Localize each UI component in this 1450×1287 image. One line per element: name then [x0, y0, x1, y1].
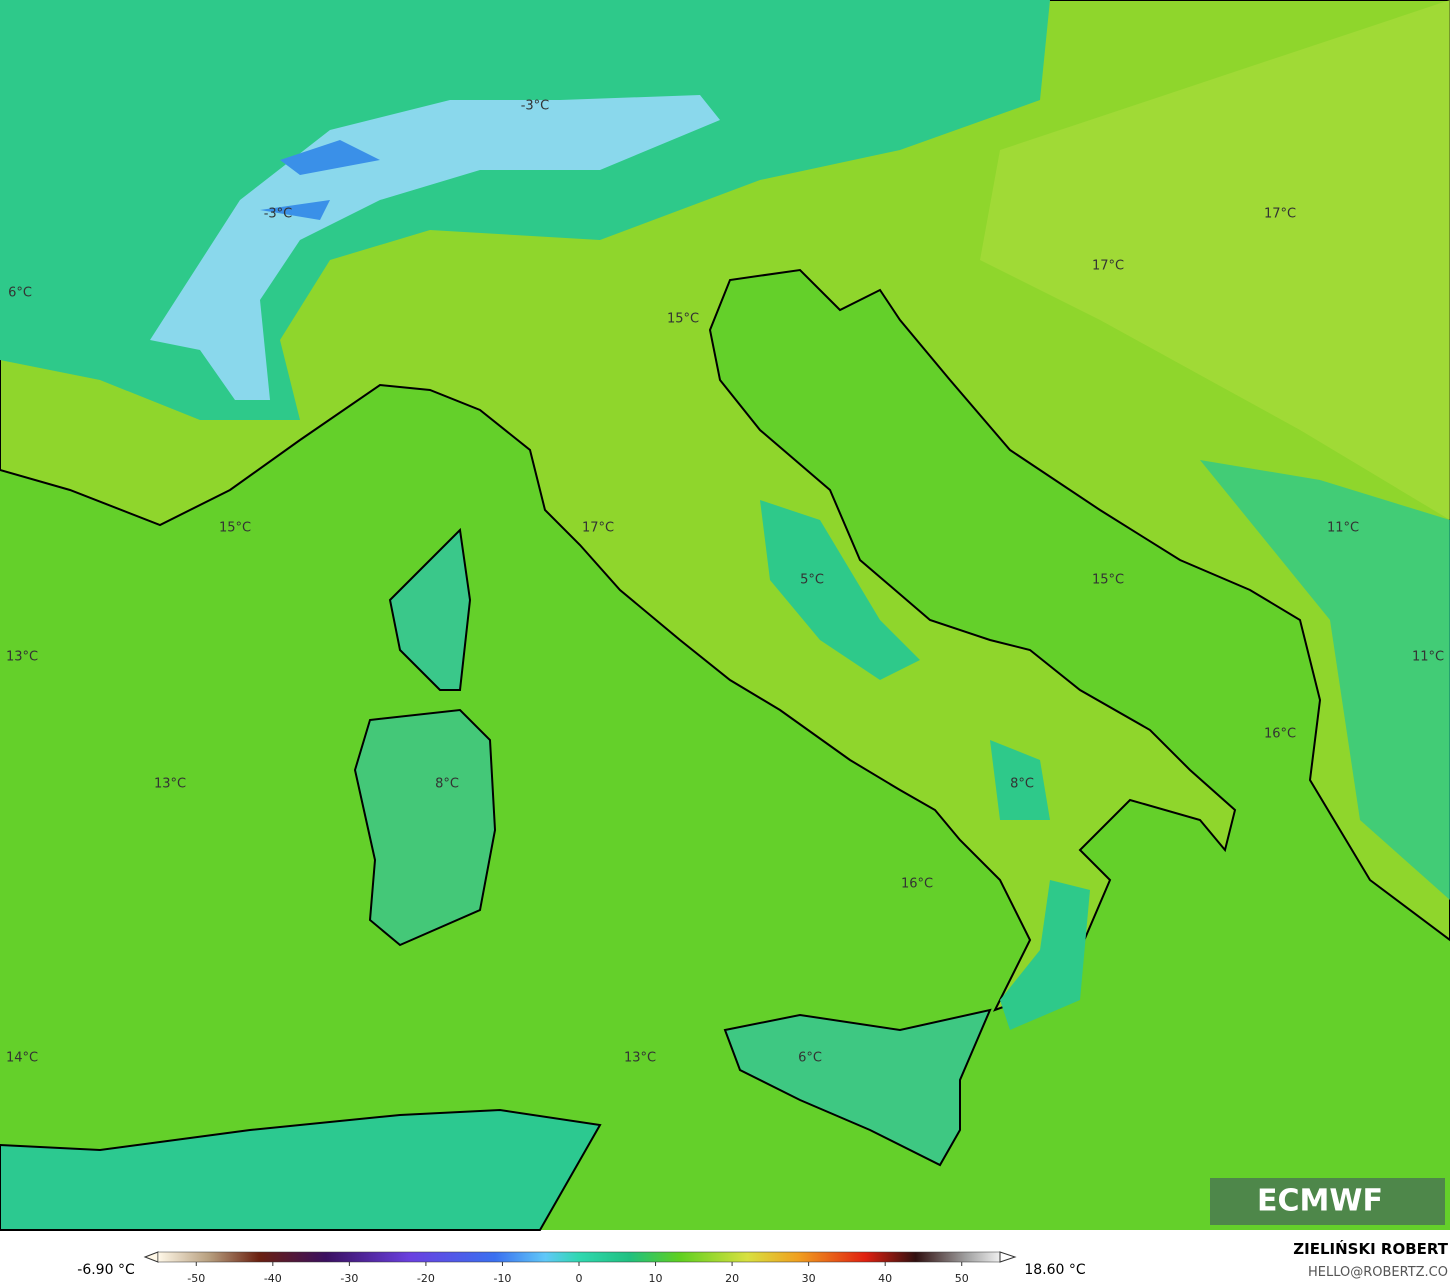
- colorbar-tick-label: 20: [725, 1272, 739, 1285]
- temperature-label: -3°C: [264, 207, 293, 222]
- colorbar-tick-label: 10: [649, 1272, 663, 1285]
- author: ZIELIŃSKI ROBERT: [1293, 1239, 1448, 1258]
- temperature-label: 15°C: [219, 521, 251, 536]
- temperature-label: 17°C: [582, 521, 614, 536]
- temperature-label: 6°C: [8, 286, 32, 301]
- alps-coldest: [260, 140, 380, 220]
- colorbar-tick-label: -40: [264, 1272, 282, 1285]
- colorbar-tick-label: 30: [802, 1272, 816, 1285]
- logo: ECMWF: [1257, 1184, 1383, 1219]
- corsica: [388, 527, 472, 691]
- alps-cold-zone: [0, 0, 1050, 420]
- sicily: [723, 1008, 992, 1167]
- colorbar-low-arrow: [143, 1251, 159, 1263]
- colorbar-tick-label: -20: [417, 1272, 435, 1285]
- temperature-label: 17°C: [1092, 259, 1124, 274]
- temperature-label: 6°C: [798, 1051, 822, 1066]
- contact: HELLO@ROBERTZ.CO: [1308, 1265, 1448, 1280]
- max-label: 18.60 °C: [1024, 1262, 1086, 1278]
- colorbar-tick-label: 0: [576, 1272, 583, 1285]
- colorbar-tick-label: -30: [340, 1272, 358, 1285]
- temperature-label: 11°C: [1412, 650, 1444, 665]
- logo-box: [1210, 1178, 1445, 1225]
- map: ECMWF: [0, 0, 1450, 1231]
- north-africa: [0, 1108, 602, 1231]
- temperature-label: 5°C: [800, 573, 824, 588]
- temperature-label: 14°C: [6, 1051, 38, 1066]
- temperature-label: 16°C: [1264, 727, 1296, 742]
- colorbar-tick-label: -50: [187, 1272, 205, 1285]
- min-label: -6.90 °C: [77, 1262, 135, 1278]
- temperature-label: 11°C: [1327, 521, 1359, 536]
- colorbar-tick-label: 50: [955, 1272, 969, 1285]
- balkans-cold: [1200, 460, 1450, 900]
- map-labels: -3°C -3°C 6°C 15°C 17°C 17°C 15°C 17°C 15°C 5°C 11…: [6, 99, 1444, 1066]
- colorbar-bar: [157, 1251, 1001, 1263]
- temperature-label: 8°C: [1010, 777, 1034, 792]
- colorbar-tick-label: 40: [878, 1272, 892, 1285]
- temperature-label: 15°C: [667, 312, 699, 327]
- temperature-label: 15°C: [1092, 573, 1124, 588]
- colorbar-tick-label: -10: [493, 1272, 511, 1285]
- temperature-label: 8°C: [435, 777, 459, 792]
- balkans-warm: [980, 0, 1450, 520]
- temperature-label: 16°C: [901, 877, 933, 892]
- alps-freezing-zone: [150, 95, 720, 400]
- temperature-label: 13°C: [6, 650, 38, 665]
- colorbar-high-arrow: [999, 1251, 1017, 1263]
- temperature-label: 17°C: [1264, 207, 1296, 222]
- temperature-label: 13°C: [624, 1051, 656, 1066]
- sardinia: [353, 708, 497, 947]
- temperature-label: 13°C: [154, 777, 186, 792]
- colorbar: -6.90 °C 18.60 °C ZIELIŃSKI ROBERT HELLO…: [77, 1239, 1448, 1285]
- temperature-label: -3°C: [521, 99, 550, 114]
- apennine-cold: [760, 500, 1090, 1030]
